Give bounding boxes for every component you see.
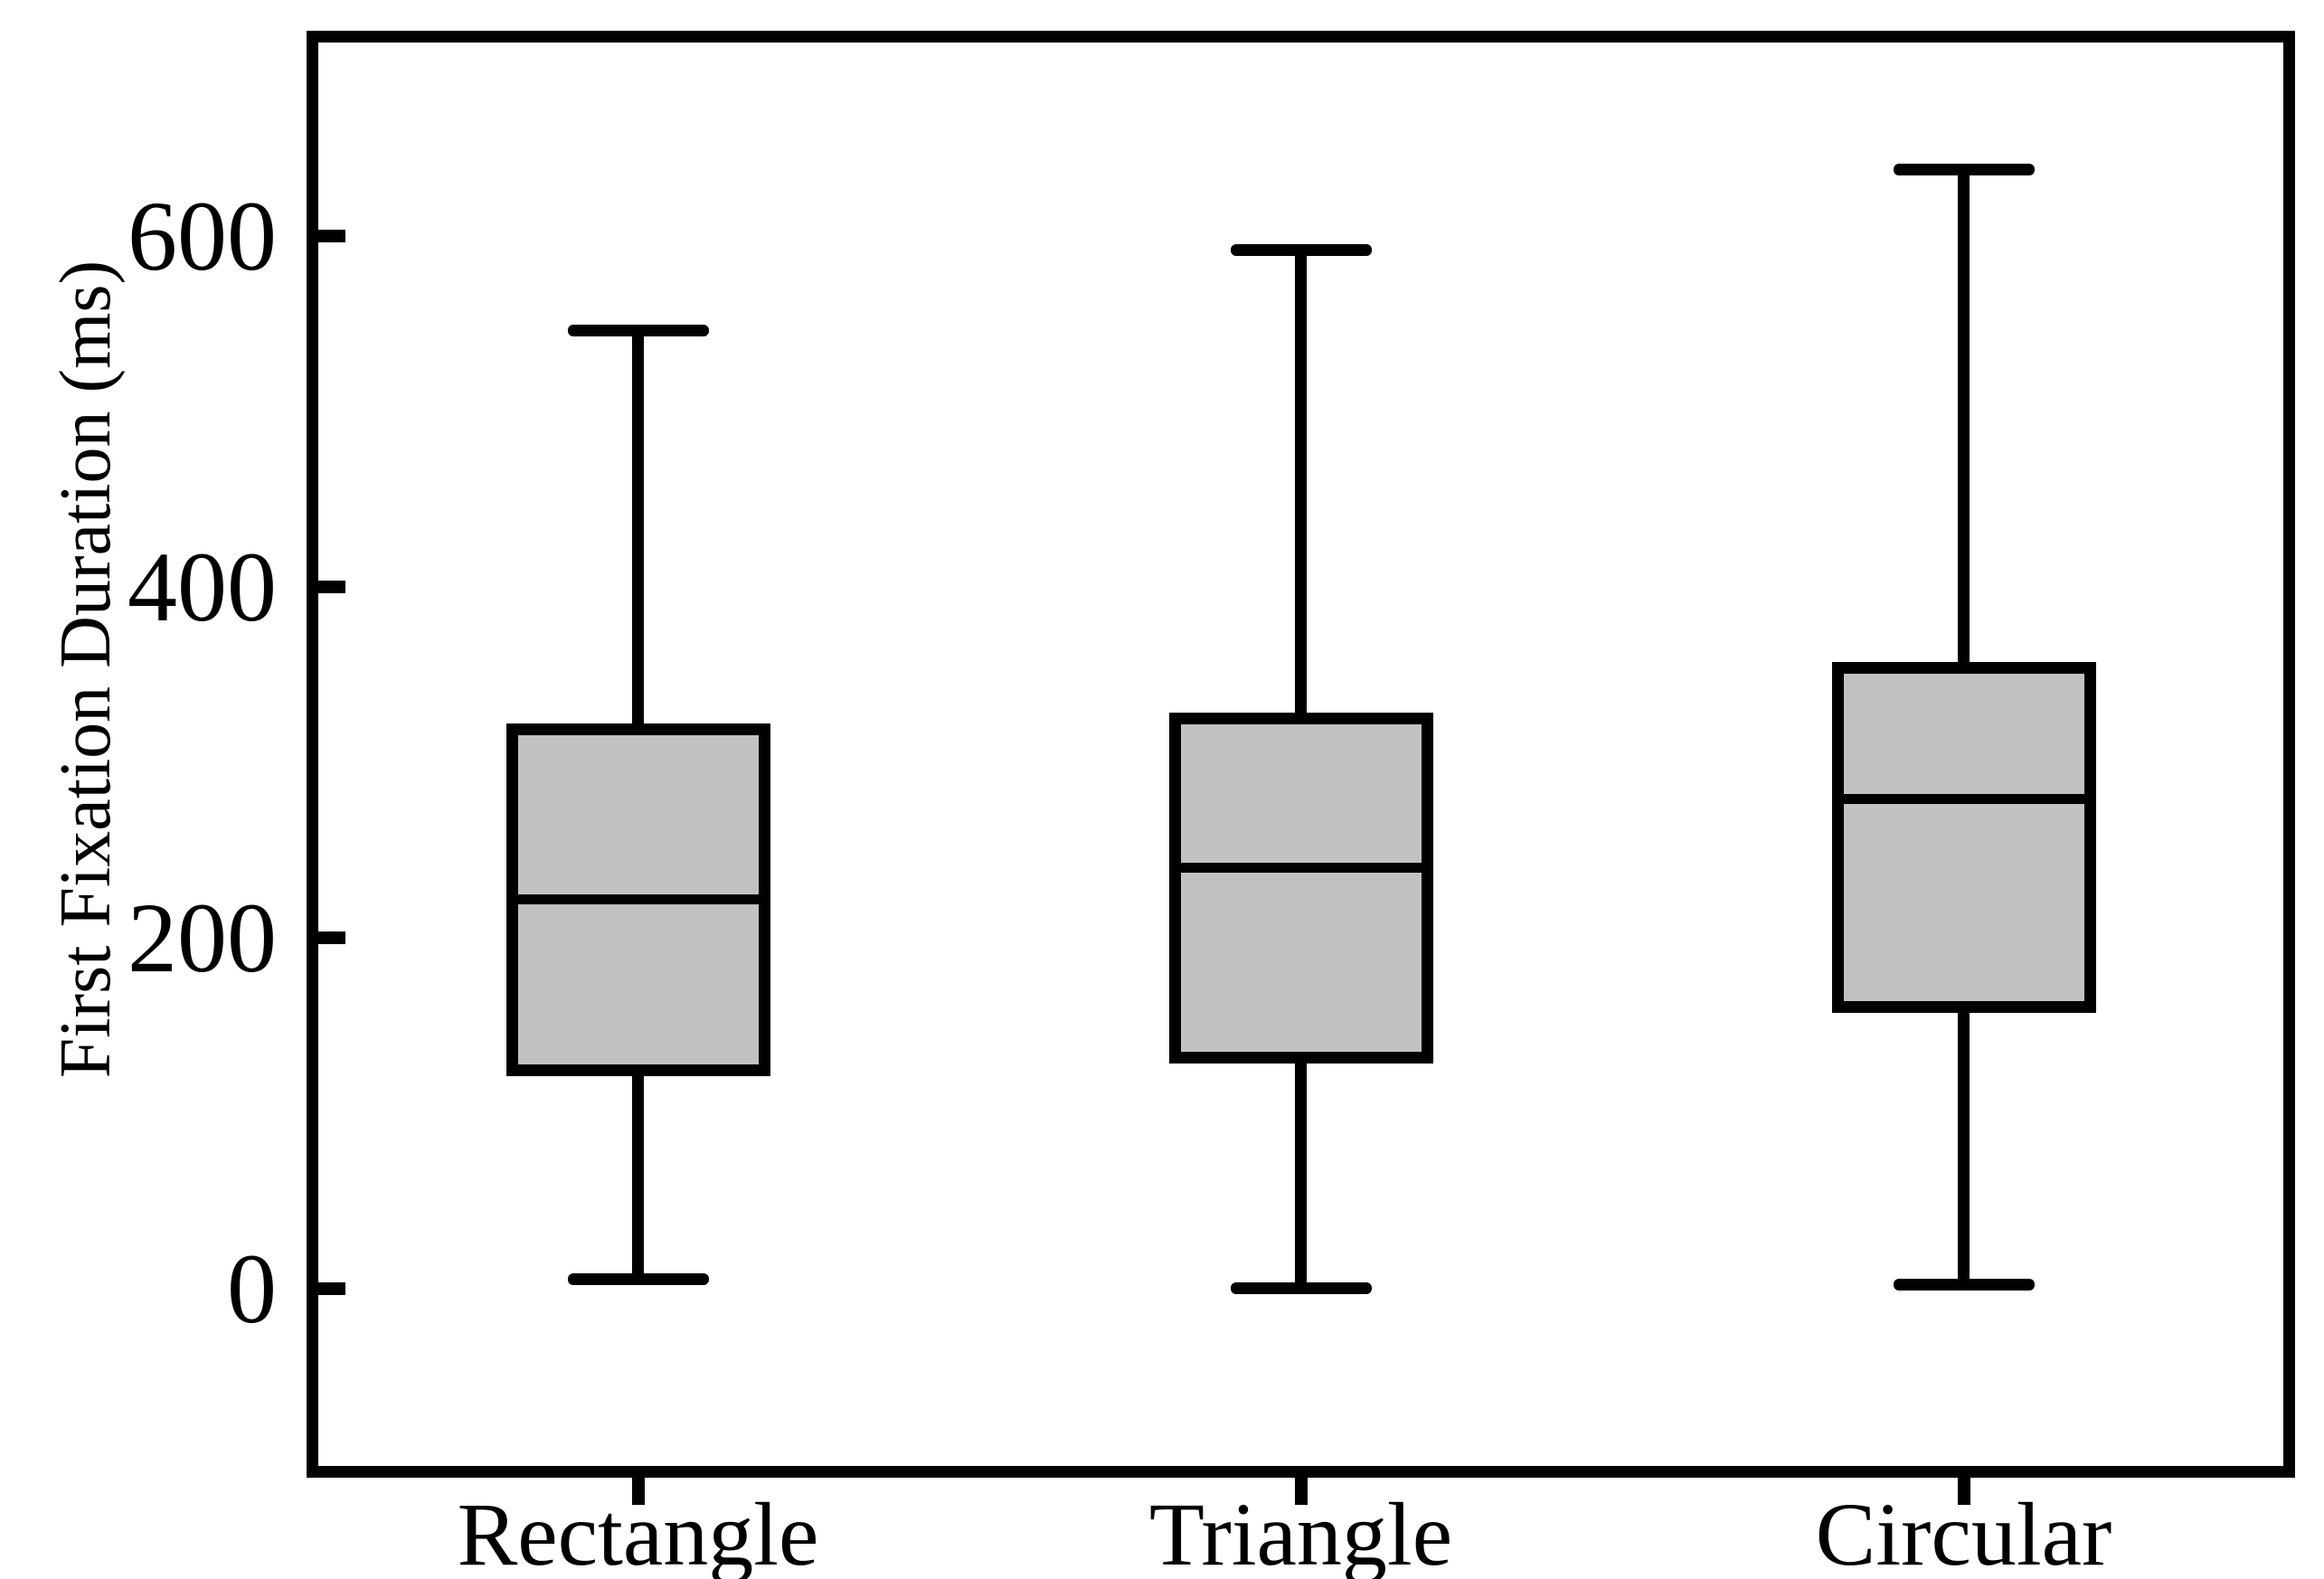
median-line [505, 894, 770, 904]
category-label: Circular [1815, 1484, 2112, 1579]
whisker-cap-top [567, 325, 709, 337]
whisker-cap-bottom [1893, 1279, 2035, 1291]
x-axis-tick [1294, 1478, 1308, 1505]
y-tick-label: 200 [128, 882, 277, 993]
median-line [1168, 862, 1433, 873]
y-tick-label: 600 [128, 180, 277, 291]
whisker-cap-top [1230, 243, 1372, 256]
x-axis-tick [1957, 1478, 1970, 1505]
category-label: Rectangle [457, 1484, 819, 1579]
y-tick-label: 400 [128, 531, 277, 642]
iqr-box [1168, 713, 1433, 1064]
y-axis-tick [318, 1281, 345, 1295]
whisker-cap-bottom [1230, 1282, 1372, 1295]
x-axis-tick [631, 1478, 645, 1505]
iqr-box [1831, 662, 2096, 1014]
y-axis-tick [318, 580, 345, 593]
median-line [1831, 793, 2096, 804]
y-axis-tick [318, 931, 345, 944]
whisker-cap-bottom [567, 1273, 709, 1286]
category-label: Triangle [1148, 1484, 1453, 1579]
y-tick-label: 0 [227, 1233, 277, 1344]
y-axis-tick [318, 229, 345, 242]
whisker-cap-top [1893, 163, 2035, 175]
